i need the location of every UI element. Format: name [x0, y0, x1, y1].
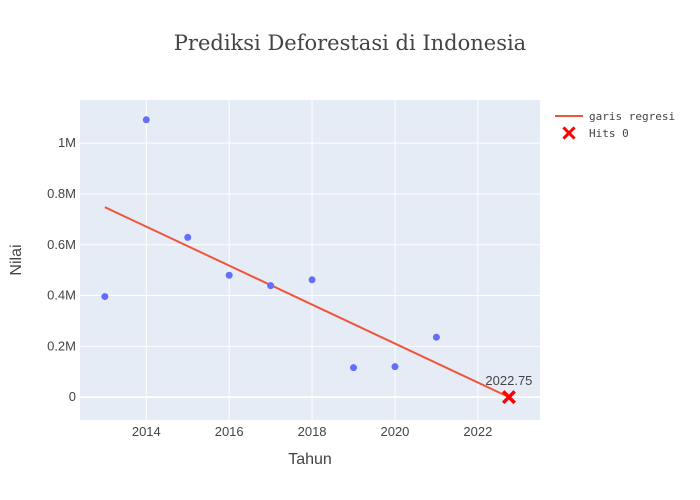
- x-tick-label: 2022: [463, 424, 492, 439]
- y-tick-label: 0.4M: [47, 288, 76, 303]
- legend-label-hits: Hits 0: [589, 127, 629, 140]
- x-tick-label: 2016: [215, 424, 244, 439]
- plot-area: [80, 100, 540, 420]
- data-point: [432, 333, 440, 341]
- regression-line: [104, 206, 510, 399]
- zero-hit-marker: [501, 390, 516, 405]
- data-point: [308, 276, 316, 284]
- regression-series: [104, 206, 510, 399]
- y-axis-title: Nilai: [8, 244, 25, 275]
- chart-title: Prediksi Deforestasi di Indonesia: [174, 31, 526, 55]
- legend[interactable]: garis regresi Hits 0: [555, 110, 675, 140]
- legend-item-hits[interactable]: Hits 0: [562, 126, 629, 140]
- y-tick-label: 0.2M: [47, 338, 76, 353]
- y-tick-labels: 0 0.2M 0.4M 0.6M 0.8M 1M: [47, 135, 76, 404]
- legend-item-regression[interactable]: garis regresi: [555, 110, 675, 123]
- data-point: [101, 293, 109, 301]
- y-tick-label: 1M: [58, 135, 76, 150]
- x-tick-label: 2014: [132, 424, 161, 439]
- data-points: [101, 116, 440, 372]
- data-point: [184, 233, 192, 241]
- hit-x-marker: [501, 390, 516, 405]
- legend-label-regression: garis regresi: [589, 110, 675, 123]
- data-point: [391, 363, 399, 371]
- y-tick-label: 0.8M: [47, 186, 76, 201]
- x-axis-title: Tahun: [288, 451, 332, 468]
- data-point: [267, 282, 275, 290]
- data-point: [225, 271, 233, 279]
- x-tick-label: 2018: [298, 424, 327, 439]
- annotation-label: 2022.75: [485, 373, 532, 388]
- x-tick-labels: 2014 2016 2018 2020 2022: [132, 424, 492, 439]
- x-marker-icon: [562, 126, 576, 140]
- annotations: 2022.75: [485, 373, 532, 388]
- x-tick-label: 2020: [380, 424, 409, 439]
- y-tick-label: 0: [69, 389, 76, 404]
- y-tick-label: 0.6M: [47, 237, 76, 252]
- data-point: [350, 364, 358, 372]
- data-point: [142, 116, 150, 124]
- grid-lines: [80, 100, 540, 420]
